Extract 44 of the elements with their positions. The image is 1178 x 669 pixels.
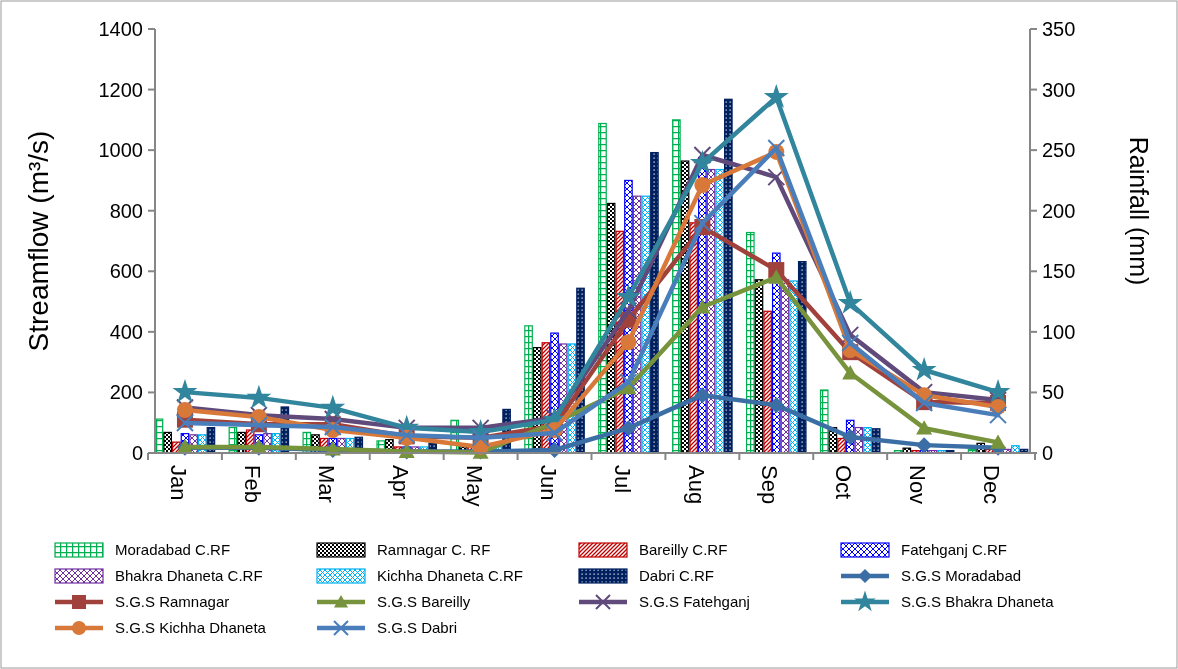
- legend-label: Kichha Dhaneta C.RF: [377, 567, 523, 584]
- y-tick-label: 1400: [98, 18, 143, 40]
- legend-label: S.G.S Fatehganj: [639, 593, 750, 610]
- legend-label: S.G.S Ramnagar: [115, 593, 230, 610]
- y-tick-label: 600: [109, 260, 143, 283]
- y-tick-label: 200: [109, 381, 143, 404]
- legend-label: Bareilly C.RF: [639, 541, 728, 558]
- legend-label: S.G.S Bhakra Dhaneta: [901, 593, 1055, 610]
- legend-label: S.G.S Kichha Dhaneta: [115, 619, 267, 636]
- x-tick-label: Mar: [313, 465, 339, 503]
- legend-label: Bhakra Dhaneta C.RF: [115, 567, 263, 584]
- y2-tick-label: 50: [1042, 381, 1065, 404]
- y2-tick-label: 0: [1042, 442, 1054, 464]
- y-axis-title: Streamflow (m³/s): [23, 130, 54, 352]
- x-tick-label: Nov: [905, 465, 931, 505]
- y2-tick-label: 150: [1042, 260, 1076, 283]
- x-tick-label: Apr: [387, 465, 413, 500]
- y-tick-label: 1000: [98, 139, 143, 162]
- x-tick-label: Dec: [979, 465, 1005, 505]
- y2-axis-title: Rainfall (mm): [1125, 136, 1153, 286]
- y2-tick-label: 300: [1042, 78, 1076, 101]
- x-tick-label: Feb: [240, 465, 266, 503]
- y2-tick-label: 100: [1042, 320, 1076, 343]
- legend-label: Fatehganj C.RF: [901, 541, 1007, 558]
- x-tick-label: Jan: [166, 465, 192, 501]
- y-tick-label: 800: [109, 199, 143, 222]
- x-tick-label: Aug: [683, 465, 709, 505]
- y-tick-label: 1200: [98, 78, 143, 101]
- x-tick-label: Jun: [535, 465, 561, 501]
- y-tick-label: 400: [109, 320, 143, 343]
- legend-label: Dabri C.RF: [639, 567, 715, 584]
- legend-label: Moradabad C.RF: [115, 541, 231, 558]
- legend-label: S.G.S Bareilly: [377, 593, 471, 610]
- legend-label: Ramnagar C. RF: [377, 541, 491, 558]
- x-tick-label: Oct: [831, 465, 857, 500]
- x-tick-label: May: [461, 465, 487, 507]
- legend-label: S.G.S Dabri: [377, 619, 458, 636]
- legend-label: S.G.S Moradabad: [901, 567, 1022, 584]
- y2-tick-label: 250: [1042, 139, 1076, 162]
- y2-tick-label: 200: [1042, 199, 1076, 222]
- x-tick-label: Sep: [757, 465, 783, 505]
- x-tick-label: Jul: [609, 465, 635, 494]
- y2-tick-label: 350: [1042, 18, 1076, 40]
- y-tick-label: 0: [131, 442, 143, 464]
